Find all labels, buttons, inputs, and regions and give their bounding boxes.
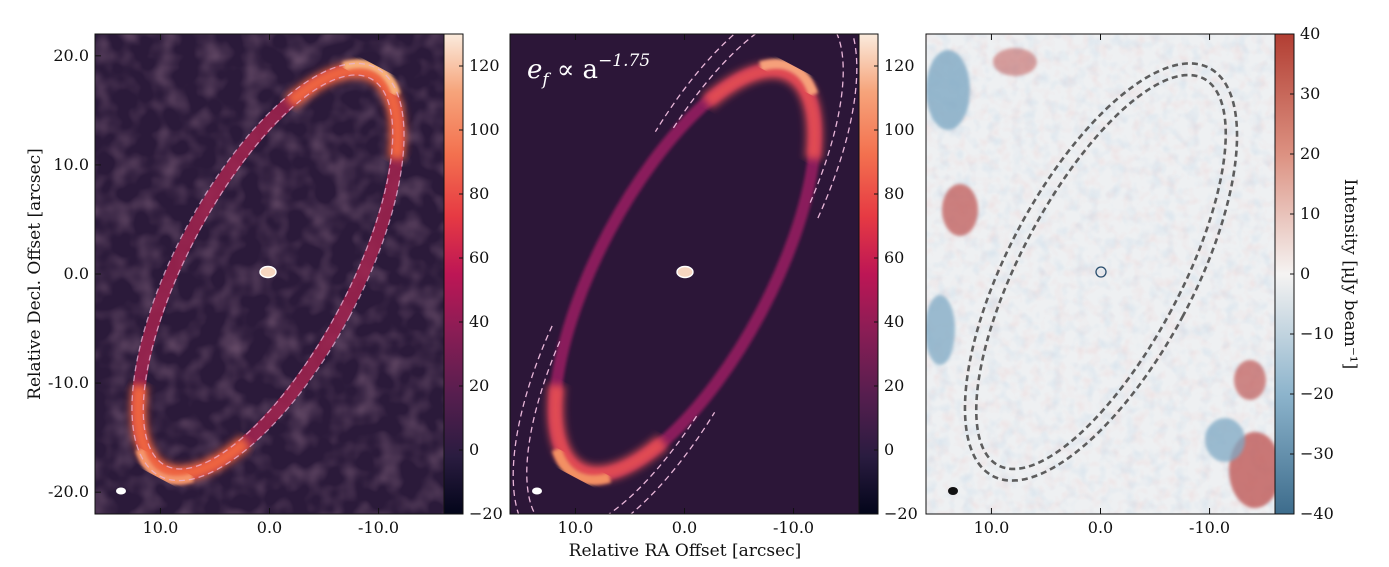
colorbar-tick-label: −10: [1300, 324, 1334, 343]
colorbar-tick-label: 80: [469, 184, 489, 203]
colorbar-tick-label: 20: [1300, 144, 1320, 163]
colorbar-tick-label: 120: [884, 56, 915, 75]
model-beam: [532, 487, 542, 495]
colorbar-tick-label: 40: [469, 312, 489, 331]
colorbar-1-ticks: 120 100 80 60 40 20 0 −20: [459, 56, 503, 523]
panel-residual: 10.0 0.0 -10.0 40 30 20 10 0 −10 −20 −30 −40 Inten…: [925, 24, 1360, 537]
model-star: [676, 265, 694, 279]
colorbar-tick-label: −20: [1300, 384, 1334, 403]
x-tick-label: 0.0: [1088, 518, 1113, 537]
x-tick-label: 0.0: [672, 518, 697, 537]
panel-model: ef ∝ a−1.75 10.0 0.0 -10.0 120 100 80 60 40 20 0 −…: [509, 33, 918, 537]
panel2-xticks: 10.0 0.0 -10.0: [558, 34, 814, 537]
panel3-xticks: 10.0 0.0 -10.0: [974, 34, 1230, 537]
x-tick-label: 10.0: [974, 518, 1010, 537]
x-tick-label: 10.0: [143, 518, 179, 537]
colorbar-tick-label: 10: [1300, 204, 1320, 223]
colorbar-tick-label: 0: [1300, 264, 1310, 283]
y-axis-label: Relative Decl. Offset [arcsec]: [25, 148, 45, 400]
y-tick-label: 0.0: [64, 264, 89, 283]
colorbar-tick-label: 0: [469, 440, 479, 459]
y-tick-label: 20.0: [53, 46, 89, 65]
model-annotation: ef ∝ a−1.75: [527, 51, 650, 90]
x-tick-label: -10.0: [1189, 518, 1230, 537]
y-tick-label: -10.0: [48, 373, 89, 392]
observed-disk-ring: [130, 59, 406, 485]
colorbar-tick-label: 120: [469, 56, 500, 75]
colorbar-tick-label: 60: [469, 248, 489, 267]
colorbar-tick-label: 0: [884, 440, 894, 459]
colorbar-tick-label: 60: [884, 248, 904, 267]
colorbar-tick-label: −30: [1300, 444, 1334, 463]
y-tick-label: 10.0: [53, 155, 89, 174]
colorbar-3-label: Intensity [μJy beam⁻¹]: [1340, 179, 1360, 370]
x-tick-label: 10.0: [558, 518, 594, 537]
x-tick-label: -10.0: [773, 518, 814, 537]
y-tick-label: -20.0: [48, 482, 89, 501]
colorbar-2-ticks: 120 100 80 60 40 20 0 −20: [874, 56, 918, 523]
residual-star: [1095, 266, 1107, 278]
colorbar-3-ticks: 40 30 20 10 0 −10 −20 −30 −40: [1290, 24, 1334, 523]
colorbar-tick-label: −20: [469, 504, 503, 523]
residual-beam: [948, 487, 958, 495]
colorbar-tick-label: 80: [884, 184, 904, 203]
colorbar-tick-label: 20: [884, 376, 904, 395]
colorbar-tick-label: 30: [1300, 84, 1320, 103]
x-axis-label: Relative RA Offset [arcsec]: [569, 541, 802, 561]
model-disk-ring: [512, 34, 858, 514]
colorbar-1: [443, 33, 464, 515]
residual-ring-outline: [963, 62, 1239, 482]
colorbar-tick-label: 40: [884, 312, 904, 331]
colorbar-tick-label: 100: [884, 120, 915, 139]
x-tick-label: -10.0: [358, 518, 399, 537]
observed-beam: [116, 487, 126, 495]
colorbar-tick-label: 40: [1300, 24, 1320, 43]
x-tick-label: 0.0: [257, 518, 282, 537]
colorbar-tick-label: 20: [469, 376, 489, 395]
colorbar-2: [858, 33, 879, 515]
colorbar-tick-label: 100: [469, 120, 500, 139]
residual-edge-blobs: [926, 48, 1275, 508]
colorbar-tick-label: −40: [1300, 504, 1334, 523]
panel-observed: 10.0 0.0 -10.0 20.0 10.0 0.0 -10.0 -20.0 120 10…: [48, 33, 503, 537]
observed-star: [259, 265, 277, 279]
panel1-yticks: 20.0 10.0 0.0 -10.0 -20.0: [48, 46, 101, 501]
colorbar-tick-label: −20: [884, 504, 918, 523]
panel1-xticks: 10.0 0.0 -10.0: [143, 34, 399, 537]
